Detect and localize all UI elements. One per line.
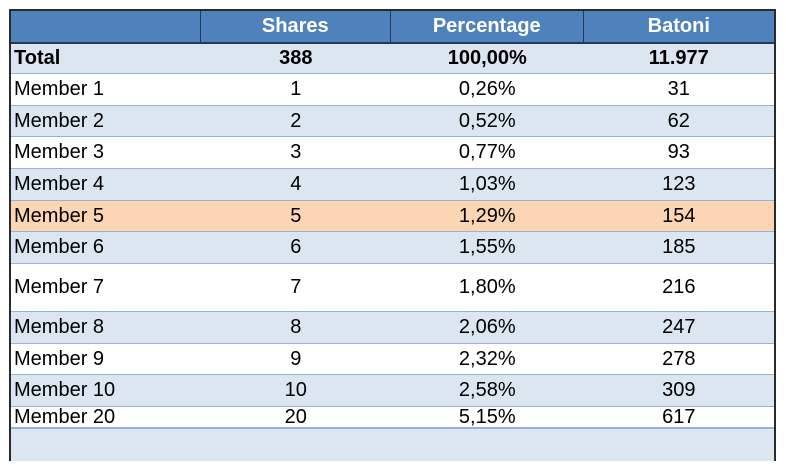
row-shares-cell[interactable]: 1 [290, 78, 302, 100]
row-percentage-cell[interactable]: 0,77% [458, 141, 516, 163]
row-shares-cell[interactable]: 2 [290, 109, 302, 132]
row-name-cell[interactable]: Member 2 [14, 109, 105, 132]
row-percentage-cell[interactable]: 2,06% [458, 316, 516, 338]
total-percentage[interactable]: 100,00% [447, 47, 527, 69]
total-shares[interactable]: 388 [279, 47, 313, 69]
total-batoni[interactable]: 11.977 [648, 47, 709, 69]
row-name-cell[interactable]: Member 6 [14, 236, 105, 258]
empty-row [11, 428, 774, 461]
header-batoni[interactable]: Batoni [647, 15, 710, 37]
table-row: Member 7 7 1,80% 216 [11, 264, 774, 312]
row-name-cell[interactable]: Member 8 [14, 316, 105, 338]
row-batoni-cell[interactable]: 93 [667, 141, 690, 163]
row-shares-cell[interactable]: 9 [290, 347, 302, 370]
row-batoni-cell[interactable]: 247 [662, 316, 696, 338]
row-percentage-cell[interactable]: 0,52% [458, 109, 516, 132]
table-row: Member 6 6 1,55% 185 [11, 232, 774, 264]
row-name-cell[interactable]: Member 9 [14, 347, 105, 370]
shares-table: Shares Percentage Batoni Total 388 100,0… [9, 9, 776, 461]
row-batoni-cell[interactable]: 31 [667, 78, 690, 100]
header-name-cell[interactable] [11, 11, 201, 42]
row-percentage-cell[interactable]: 1,55% [458, 236, 516, 258]
row-percentage-cell[interactable]: 2,32% [458, 347, 516, 370]
row-percentage-cell[interactable]: 5,15% [458, 405, 516, 428]
table-row: Member 1 1 0,26% 31 [11, 74, 774, 106]
row-name-cell[interactable]: Member 4 [14, 173, 105, 195]
row-shares-cell[interactable]: 5 [290, 204, 302, 227]
table-row: Member 9 9 2,32% 278 [11, 344, 774, 375]
header-divider [11, 42, 774, 44]
row-percentage-cell[interactable]: 1,29% [458, 204, 516, 227]
table-row: Member 20 20 5,15% 617 [11, 405, 774, 428]
row-shares-cell[interactable]: 6 [290, 236, 302, 258]
table-row: Member 8 8 2,06% 247 [11, 312, 774, 344]
table-row: Member 10 10 2,58% 309 [11, 375, 774, 407]
row-name-cell[interactable]: Member 5 [14, 204, 105, 227]
row-name-cell[interactable]: Member 7 [14, 276, 105, 298]
row-shares-cell[interactable]: 3 [290, 141, 302, 163]
table-row: Member 2 2 0,52% 62 [11, 106, 774, 137]
row-shares-cell[interactable]: 4 [290, 173, 302, 195]
row-percentage-cell[interactable]: 2,58% [458, 379, 516, 401]
table-header-row: Shares Percentage Batoni [11, 11, 774, 42]
row-percentage-cell[interactable]: 1,80% [458, 276, 516, 298]
row-batoni-cell[interactable]: 617 [662, 405, 696, 428]
row-shares-cell[interactable]: 8 [290, 316, 302, 338]
row-shares-cell[interactable]: 7 [290, 276, 302, 298]
row-percentage-cell[interactable]: 0,26% [458, 78, 516, 100]
table-row: Member 3 3 0,77% 93 [11, 137, 774, 169]
header-percentage[interactable]: Percentage [391, 11, 584, 42]
row-batoni-cell[interactable]: 62 [667, 109, 690, 132]
row-shares-cell[interactable]: 20 [284, 405, 307, 428]
total-row: Total 388 100,00% 11.977 [11, 44, 774, 74]
row-name-cell[interactable]: Member 10 [14, 379, 116, 401]
row-name-cell[interactable]: Member 1 [14, 78, 105, 100]
row-shares-cell[interactable]: 10 [284, 379, 307, 401]
row-batoni-cell[interactable]: 278 [662, 347, 696, 370]
row-batoni-cell[interactable]: 309 [662, 379, 696, 401]
row-batoni-cell[interactable]: 154 [662, 204, 696, 227]
row-name-cell[interactable]: Member 20 [14, 405, 116, 428]
table-row: Member 4 4 1,03% 123 [11, 169, 774, 201]
total-label[interactable]: Total [14, 47, 61, 69]
table-row: Member 5 5 1,29% 154 [11, 201, 774, 232]
row-percentage-cell[interactable]: 1,03% [458, 173, 516, 195]
row-batoni-cell[interactable]: 185 [662, 236, 696, 258]
row-name-cell[interactable]: Member 3 [14, 141, 105, 163]
header-shares[interactable]: Shares [201, 11, 392, 42]
row-batoni-cell[interactable]: 216 [662, 276, 696, 298]
row-batoni-cell[interactable]: 123 [662, 173, 696, 195]
